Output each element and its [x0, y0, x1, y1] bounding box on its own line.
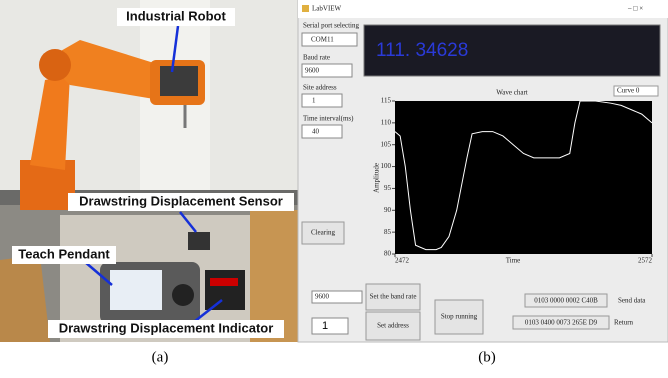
photo: Industrial Robot Drawstring Displacement…: [0, 0, 298, 342]
label: Industrial Robot: [126, 8, 226, 23]
window-controls[interactable]: – □ ×: [627, 5, 643, 13]
output-label: Send data: [618, 297, 646, 305]
input-value: 40: [312, 128, 320, 136]
caption: (a): [152, 349, 169, 365]
indicator: [205, 270, 245, 310]
button-label: Clearing: [311, 229, 336, 237]
x-axis-label: Time: [506, 257, 521, 265]
button-label: Set the band rate: [370, 293, 417, 301]
button-label: Stop running: [441, 313, 478, 321]
indicator-display: [210, 278, 238, 286]
y-tick-label: 100: [381, 162, 392, 170]
x-tick-label: 2472: [395, 257, 410, 265]
y-tick-label: 85: [384, 228, 392, 236]
display-value: 111. 34628: [376, 40, 468, 61]
labview-window: LabVIEW – □ × Serial port selecting COM1…: [298, 0, 668, 342]
field-label: Site address: [303, 84, 337, 92]
title-bar: [298, 0, 668, 18]
y-tick-label: 115: [381, 97, 392, 105]
output-value: 0103 0000 0002 C40B: [534, 297, 598, 305]
label: Drawstring Displacement Indicator: [59, 320, 274, 335]
field-label: Baud rate: [303, 54, 330, 62]
x-tick-label: 2572: [638, 257, 653, 265]
y-tick-label: 95: [384, 184, 392, 192]
field-label: Serial port selecting: [303, 22, 359, 30]
pendant-joystick: [172, 284, 194, 306]
label: Teach Pendant: [18, 246, 110, 261]
figure: Industrial Robot Drawstring Displacement…: [0, 0, 668, 373]
input[interactable]: [302, 94, 342, 107]
input-value: 9600: [305, 67, 320, 75]
pendant-screen: [110, 270, 162, 310]
label: Drawstring Displacement Sensor: [79, 193, 283, 208]
output-label: Return: [614, 319, 634, 327]
y-axis-label: Amplitude: [373, 163, 381, 193]
dropdown-value: COM11: [311, 36, 334, 44]
input-value: 1: [322, 320, 328, 332]
y-tick-label: 90: [384, 206, 392, 214]
window-title: LabVIEW: [312, 5, 342, 13]
input[interactable]: [312, 318, 348, 334]
output-value: 0103 0400 0073 265E D9: [525, 319, 598, 327]
sensor: [188, 232, 210, 250]
input[interactable]: [302, 125, 342, 138]
input-value: 9600: [315, 293, 330, 301]
input-value: 1: [312, 97, 316, 105]
plot-area: [395, 101, 652, 254]
robot-grid: [160, 66, 198, 96]
y-tick-label: 110: [381, 118, 392, 126]
y-tick-label: 105: [381, 140, 392, 148]
caption: (b): [478, 349, 496, 365]
button-label: Set address: [377, 322, 409, 330]
robot-joint: [39, 49, 71, 81]
app-icon: [302, 5, 309, 12]
y-tick-label: 80: [384, 250, 392, 258]
page: Industrial Robot Drawstring Displacement…: [0, 0, 668, 378]
field-label: Time interval(ms): [303, 115, 354, 123]
legend-label: Curve 0: [617, 87, 640, 95]
chart-title: Wave chart: [496, 89, 528, 97]
